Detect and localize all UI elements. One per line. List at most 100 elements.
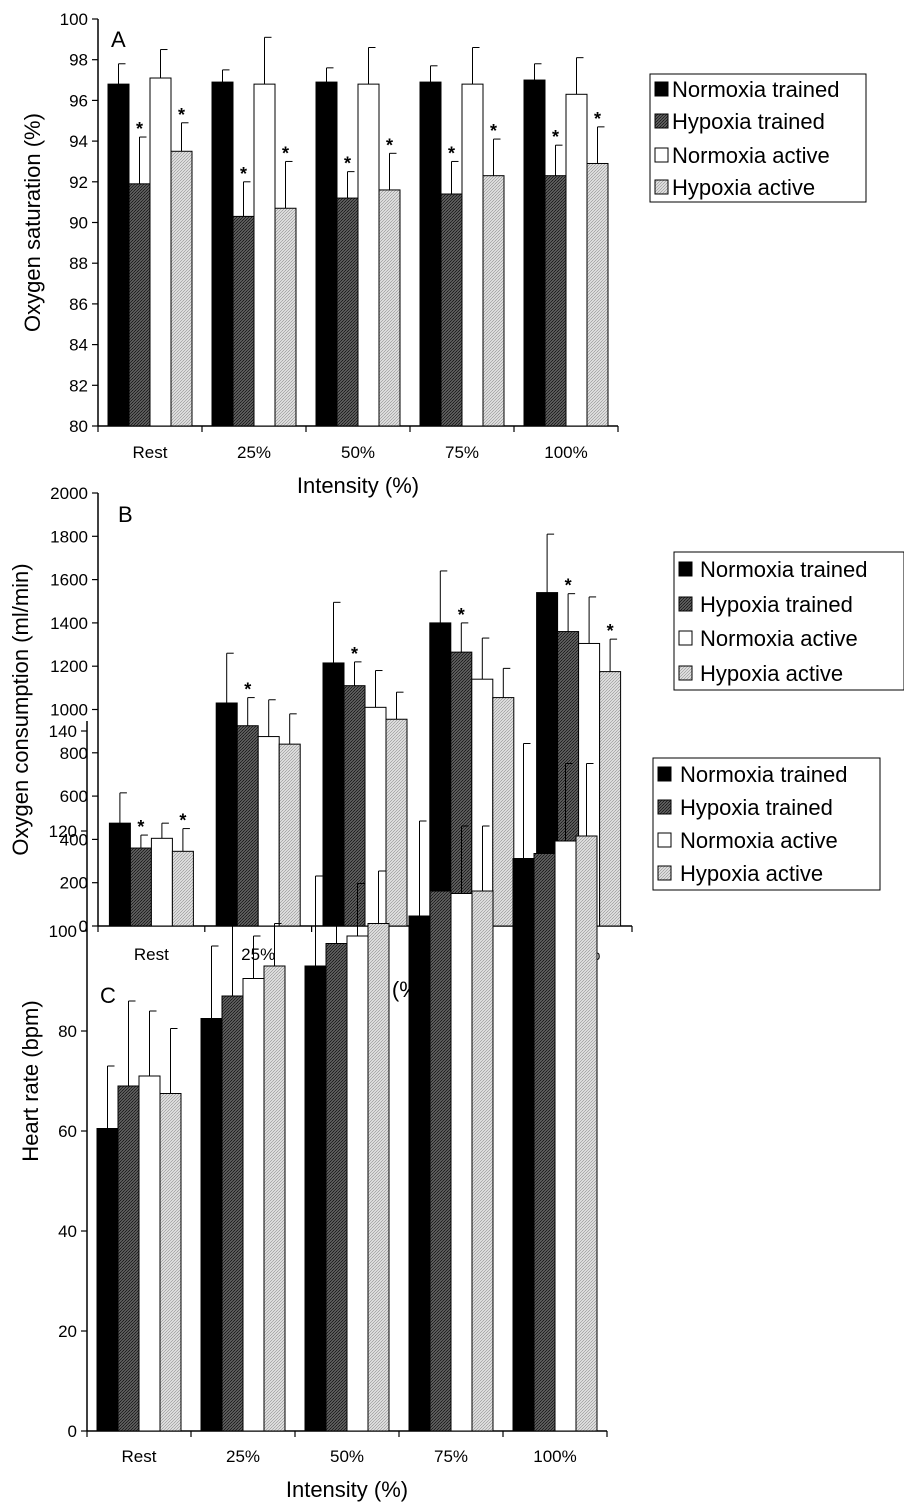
y-tick-label: 800	[60, 744, 88, 763]
bar-normoxia-trained	[315, 81, 338, 427]
y-tick-label: 100	[60, 10, 88, 29]
panel-letter: B	[118, 502, 133, 527]
y-tick-label: 600	[60, 787, 88, 806]
bar-normoxia-trained	[96, 1128, 119, 1432]
significance-marker: *	[136, 119, 143, 139]
y-tick-label: 80	[58, 1022, 77, 1041]
y-tick-label: 1600	[50, 571, 88, 590]
x-axis-title: Intensity (%)	[286, 1477, 408, 1502]
bar-normoxia-active	[149, 77, 172, 427]
legend-label-normoxia-active: Normoxia active	[672, 143, 830, 168]
bar-normoxia-active	[150, 837, 173, 927]
bar-hypoxia-active	[278, 743, 301, 927]
x-tick-label: Rest	[133, 443, 168, 462]
significance-marker: *	[178, 105, 185, 125]
legend-swatch-normoxia-active	[657, 832, 672, 848]
legend-label-normoxia-trained: Normoxia trained	[680, 762, 848, 787]
y-tick-label: 60	[58, 1122, 77, 1141]
bar-hypoxia-trained	[533, 853, 556, 1432]
y-axis-title: Oxygen saturation (%)	[20, 113, 45, 332]
significance-marker: *	[244, 680, 251, 700]
bar-normoxia-active	[253, 83, 276, 427]
chart-panel-a: 80 82 84 86 88 90 92 94 96 98 100 Rest 25% 50% 75% 100%…	[20, 10, 867, 498]
y-tick-label: 98	[69, 51, 88, 70]
significance-marker: *	[351, 644, 358, 664]
x-tick-label: 25%	[241, 945, 275, 964]
y-tick-label: 120	[49, 822, 77, 841]
legend-label-normoxia-active: Normoxia active	[700, 626, 858, 651]
bar-hypoxia-trained	[221, 995, 244, 1432]
bar-hypoxia-trained	[232, 215, 255, 427]
bar-normoxia-active	[138, 1075, 161, 1432]
bar-normoxia-active	[242, 978, 265, 1432]
chart-panel-c: 0 20 40 60 80 100 120 140 Rest 25% 50% 75% 100% C Inte…	[18, 721, 881, 1502]
legend-swatch-normoxia-active	[654, 147, 669, 163]
bar-hypoxia-active	[482, 175, 505, 427]
legend-swatch-normoxia-active	[678, 630, 693, 646]
panel-letter: A	[111, 27, 126, 52]
x-tick-label: 50%	[341, 443, 375, 462]
legend-swatch-hypoxia-active	[678, 665, 693, 681]
significance-marker: *	[552, 127, 559, 147]
x-tick-label: 75%	[445, 443, 479, 462]
y-tick-label: 1800	[50, 527, 88, 546]
bar-hypoxia-active	[159, 1093, 182, 1432]
y-tick-label: 100	[49, 922, 77, 941]
legend-swatch-normoxia-trained	[678, 561, 693, 577]
bar-normoxia-active	[257, 736, 280, 927]
y-tick-label: 84	[69, 336, 88, 355]
bar-normoxia-trained	[512, 858, 535, 1432]
bar-normoxia-trained	[215, 702, 238, 927]
significance-marker: *	[565, 576, 572, 596]
legend-swatch-hypoxia-active	[657, 865, 672, 881]
legend-swatch-hypoxia-active	[654, 179, 669, 195]
y-tick-label: 0	[68, 1422, 77, 1441]
y-tick-label: 1000	[50, 701, 88, 720]
legend-label-hypoxia-trained: Hypoxia trained	[672, 109, 825, 134]
bar-normoxia-trained	[304, 965, 327, 1432]
legend-swatch-hypoxia-trained	[657, 799, 672, 815]
legend-label-hypoxia-active: Hypoxia active	[680, 861, 823, 886]
bar-normoxia-trained	[200, 1018, 223, 1432]
bar-hypoxia-active	[586, 162, 609, 427]
bar-hypoxia-active	[170, 150, 193, 427]
significance-marker: *	[240, 164, 247, 184]
y-tick-label: 0	[79, 917, 88, 936]
bar-hypoxia-trained	[336, 197, 359, 427]
bar-hypoxia-active	[274, 207, 297, 427]
bar-hypoxia-active	[367, 923, 390, 1432]
legend-box	[652, 757, 881, 891]
legend: Normoxia trained Hypoxia trained Normoxia …	[649, 73, 867, 203]
bar-hypoxia-trained	[429, 890, 452, 1432]
y-tick-label: 82	[69, 376, 88, 395]
bar-normoxia-active	[461, 83, 484, 427]
x-axis-title: Intensity (%)	[297, 473, 419, 498]
legend: Normoxia trained Hypoxia trained Normoxia …	[673, 551, 904, 691]
y-tick-label: 1200	[50, 657, 88, 676]
x-tick-label: 100%	[533, 1447, 576, 1466]
x-tick-label: 25%	[226, 1447, 260, 1466]
x-tick-label: 75%	[434, 1447, 468, 1466]
bar-normoxia-trained	[108, 822, 131, 927]
x-tick-label: 25%	[237, 443, 271, 462]
y-tick-label: 88	[69, 254, 88, 273]
x-tick-label: 100%	[544, 443, 587, 462]
bar-normoxia-active	[346, 935, 369, 1432]
bar-hypoxia-trained	[236, 725, 259, 927]
y-tick-label: 200	[60, 874, 88, 893]
y-tick-label: 40	[58, 1222, 77, 1241]
bar-hypoxia-active	[385, 718, 408, 927]
significance-marker: *	[448, 143, 455, 163]
bar-hypoxia-trained	[343, 685, 366, 927]
bar-hypoxia-trained	[325, 943, 348, 1432]
y-tick-label: 80	[69, 417, 88, 436]
y-axis-title: Heart rate (bpm)	[18, 1000, 43, 1161]
y-tick-label: 96	[69, 91, 88, 110]
bar-normoxia-trained	[107, 83, 130, 427]
bar-normoxia-trained	[523, 79, 546, 427]
bar-hypoxia-trained	[128, 183, 151, 427]
bar-hypoxia-trained	[117, 1085, 140, 1432]
bar-normoxia-active	[565, 93, 588, 427]
bar-normoxia-trained	[322, 662, 345, 927]
